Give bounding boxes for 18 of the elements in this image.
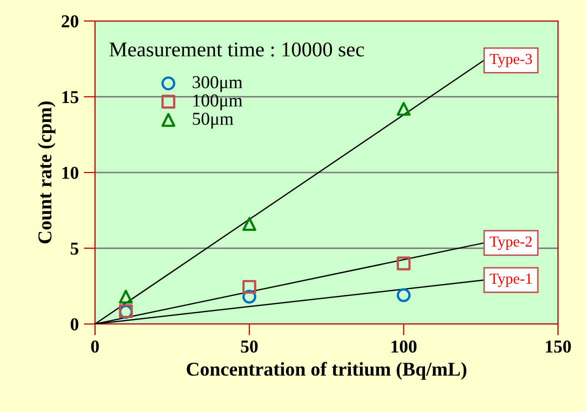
y-tick-label: 5	[70, 242, 78, 255]
series-label: Type-2	[490, 236, 532, 250]
legend-label: 50μm	[192, 112, 234, 129]
y-axis-title: Count rate (cpm)	[38, 102, 56, 244]
x-tick-label: 100	[392, 340, 417, 353]
annotation: Measurement time : 10000 sec	[109, 42, 364, 57]
legend-label: 100μm	[193, 94, 242, 110]
y-tick-label: 20	[62, 15, 78, 28]
y-tick-label: 10	[62, 166, 78, 179]
x-tick-label: 0	[91, 340, 99, 353]
y-tick-label: 15	[62, 91, 78, 104]
y-tick-label: 0	[70, 318, 78, 330]
legend-label: 300μm	[192, 76, 242, 92]
x-tick-label: 50	[241, 340, 258, 353]
x-tick-label: 150	[546, 340, 571, 353]
series-label: Type-1	[490, 274, 532, 287]
x-axis-title: Concentration of tritium (Bq/mL)	[186, 362, 466, 380]
series-label: Type-3	[490, 54, 532, 68]
